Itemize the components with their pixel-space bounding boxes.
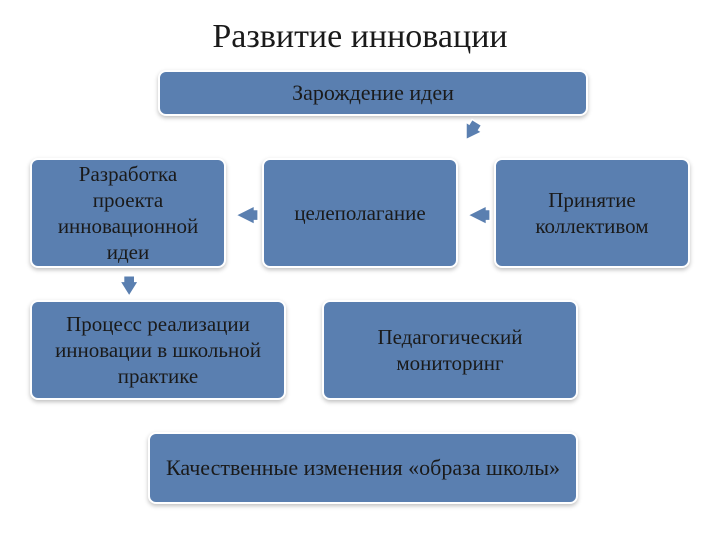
node-label: Зарождение идеи	[292, 79, 454, 107]
arrow-b3-to-b2	[234, 204, 260, 228]
arrow-b4-to-b3	[466, 204, 492, 228]
arrow-b2-to-b5	[118, 274, 144, 298]
arrow-b1-to-b4	[456, 115, 491, 149]
node-label: Педагогический мониторинг	[334, 324, 566, 377]
node-team-acceptance: Принятие коллективом	[494, 158, 690, 268]
node-qualitative-changes: Качественные изменения «образа школы»	[148, 432, 578, 504]
node-label: Принятие коллективом	[506, 187, 678, 240]
node-project-development: Разработка проекта инновационной идеи	[30, 158, 226, 268]
node-label: Качественные изменения «образа школы»	[166, 454, 560, 482]
node-label: целеполагание	[294, 200, 425, 226]
node-label: Процесс реализации инновации в школьной …	[42, 311, 274, 390]
node-pedagogical-monitoring: Педагогический мониторинг	[322, 300, 578, 400]
node-idea-birth: Зарождение идеи	[158, 70, 588, 116]
node-label: Разработка проекта инновационной идеи	[42, 161, 214, 266]
page-title: Развитие инновации	[0, 0, 720, 64]
node-goal-setting: целеполагание	[262, 158, 458, 268]
node-implementation-process: Процесс реализации инновации в школьной …	[30, 300, 286, 400]
